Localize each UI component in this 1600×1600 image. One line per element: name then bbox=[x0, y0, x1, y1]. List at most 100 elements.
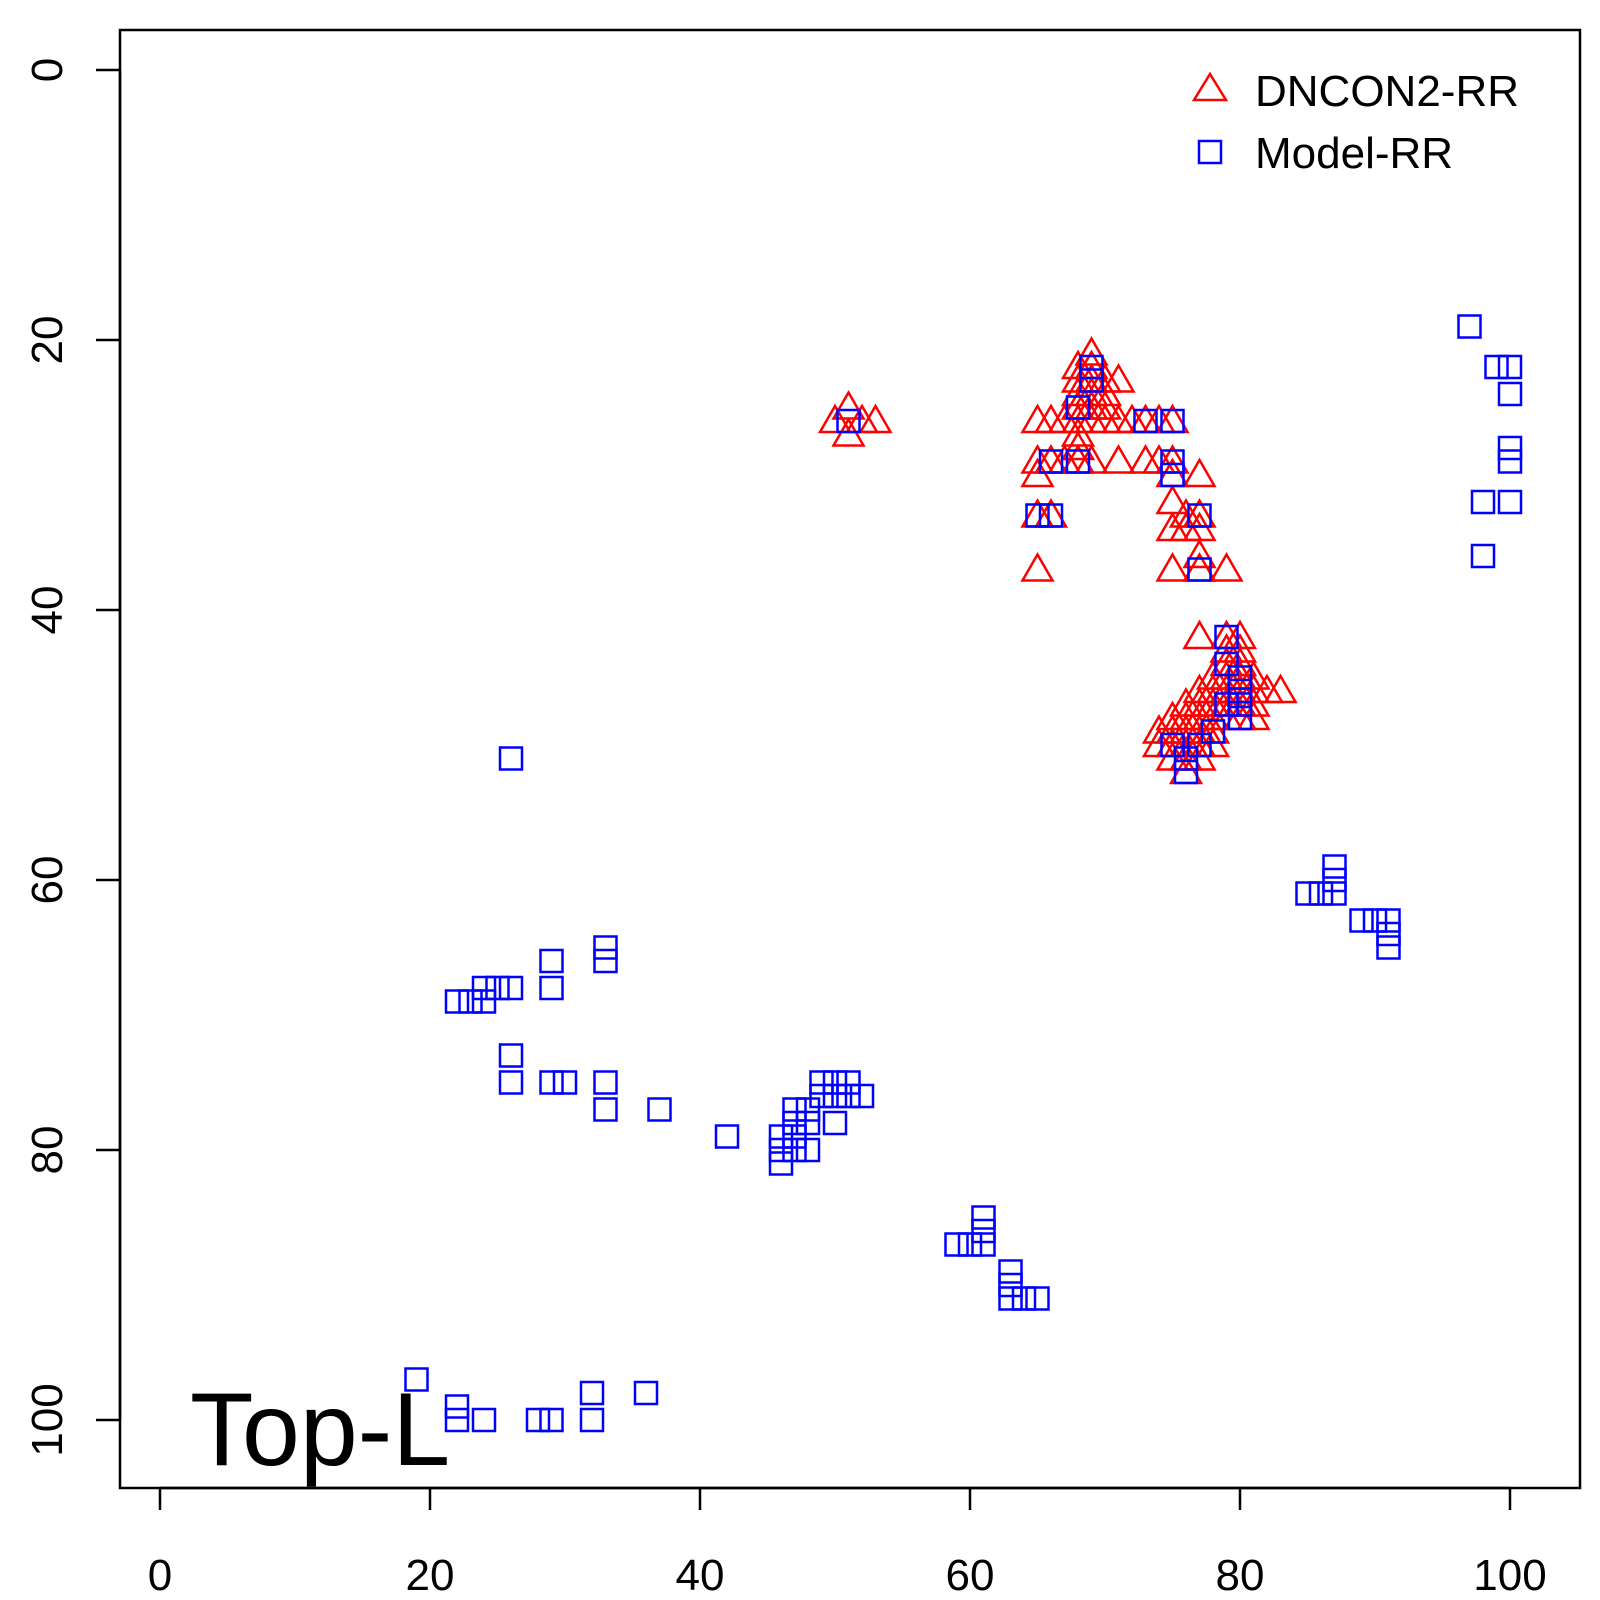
model-rr-point bbox=[471, 989, 497, 1014]
model-rr-point bbox=[1160, 732, 1185, 758]
dncon2-rr-point bbox=[1182, 619, 1217, 650]
model-rr-point bbox=[1173, 759, 1199, 785]
model-rr-point bbox=[1227, 692, 1253, 717]
model-rr-point bbox=[1173, 746, 1199, 771]
model-rr-point bbox=[1227, 705, 1253, 731]
model-rr-point bbox=[1497, 489, 1523, 515]
model-rr-point bbox=[539, 1407, 564, 1433]
model-rr-point bbox=[458, 989, 483, 1014]
model-rr-point bbox=[1025, 1286, 1050, 1311]
model-rr-point bbox=[998, 1272, 1023, 1298]
model-rr-point bbox=[444, 1394, 470, 1419]
model-rr-point bbox=[1322, 854, 1347, 879]
model-rr-point bbox=[782, 1097, 807, 1122]
model-rr-point bbox=[1376, 908, 1401, 933]
model-rr-point bbox=[1376, 935, 1401, 960]
model-rr-point bbox=[647, 1097, 672, 1122]
model-rr-point bbox=[971, 1218, 996, 1244]
model-rr-point bbox=[1079, 368, 1104, 393]
y-tick-label: 60 bbox=[23, 856, 72, 905]
model-rr-point bbox=[1187, 503, 1212, 528]
dncon2-rr-point bbox=[1020, 551, 1055, 582]
model-rr-point bbox=[1349, 908, 1374, 933]
model-rr-point bbox=[1187, 732, 1212, 758]
model-rr-point bbox=[836, 408, 861, 434]
model-rr-point bbox=[485, 975, 510, 1001]
model-rr-point bbox=[1160, 462, 1185, 488]
model-rr-point bbox=[795, 1137, 821, 1163]
dncon2-rr-point bbox=[1060, 430, 1096, 461]
dncon2-rr-point bbox=[1087, 389, 1123, 420]
model-rr-point bbox=[1497, 449, 1523, 474]
dncon2-rr-point bbox=[1155, 484, 1190, 515]
model-rr-point bbox=[1362, 908, 1388, 933]
model-rr-point bbox=[1322, 881, 1347, 906]
model-rr-point bbox=[836, 1070, 861, 1095]
model-rr-point bbox=[444, 1407, 470, 1433]
model-rr-point bbox=[809, 1083, 834, 1109]
model-rr-point bbox=[1133, 408, 1158, 434]
x-tick-label: 100 bbox=[1473, 1551, 1546, 1600]
model-rr-point bbox=[1065, 395, 1091, 420]
model-rr-point bbox=[1011, 1286, 1037, 1311]
model-rr-point bbox=[971, 1205, 996, 1230]
model-rr-point bbox=[593, 1070, 618, 1095]
dncon2-rr-point bbox=[1101, 443, 1136, 474]
legend-label-model-rr: Model-RR bbox=[1255, 129, 1453, 178]
model-rr-point bbox=[1160, 408, 1185, 434]
model-rr-series bbox=[404, 314, 1523, 1433]
dncon2-rr-point bbox=[1182, 538, 1217, 569]
x-tick-label: 40 bbox=[676, 1551, 725, 1600]
model-rr-point bbox=[1497, 381, 1523, 407]
model-rr-point bbox=[1227, 678, 1253, 704]
model-rr-point bbox=[498, 746, 524, 771]
legend-marker-model-rr bbox=[1197, 139, 1223, 165]
model-rr-point bbox=[498, 1070, 524, 1095]
dncon2-rr-point bbox=[1101, 362, 1136, 393]
model-rr-point bbox=[1497, 435, 1523, 461]
legend-marker-dncon2-rr bbox=[1191, 71, 1229, 102]
model-rr-point bbox=[1484, 354, 1509, 380]
model-rr-point bbox=[593, 1097, 618, 1122]
model-rr-point bbox=[471, 975, 497, 1001]
y-tick-label: 0 bbox=[23, 58, 72, 82]
model-rr-point bbox=[1160, 449, 1185, 474]
legend: DNCON2-RR Model-RR bbox=[1191, 67, 1519, 178]
model-rr-point bbox=[822, 1070, 848, 1095]
model-rr-point bbox=[782, 1110, 807, 1136]
x-tick-label: 20 bbox=[406, 1551, 455, 1600]
model-rr-point bbox=[957, 1232, 983, 1257]
model-rr-point bbox=[539, 948, 564, 974]
model-rr-point bbox=[714, 1124, 740, 1149]
model-rr-point bbox=[1376, 921, 1401, 947]
model-rr-point bbox=[1200, 719, 1226, 744]
model-rr-point bbox=[768, 1124, 794, 1149]
model-rr-point bbox=[1025, 503, 1050, 528]
model-rr-point bbox=[809, 1070, 834, 1095]
dncon2-rr-point bbox=[858, 403, 893, 434]
x-tick-label: 80 bbox=[1216, 1551, 1265, 1600]
model-rr-point bbox=[593, 948, 618, 974]
model-rr-point bbox=[1497, 354, 1523, 380]
model-rr-point bbox=[1308, 881, 1334, 906]
dncon2-rr-point bbox=[1060, 416, 1096, 447]
x-axis: 0 20 40 60 80 100 bbox=[148, 1486, 1547, 1600]
model-rr-point bbox=[795, 1097, 821, 1122]
model-rr-point bbox=[1470, 543, 1496, 569]
y-tick-label: 40 bbox=[23, 586, 72, 635]
model-rr-point bbox=[1214, 624, 1239, 650]
model-rr-point bbox=[1470, 489, 1496, 515]
dncon2-rr-point bbox=[1263, 673, 1298, 704]
model-rr-point bbox=[822, 1110, 848, 1136]
y-axis: 0 20 40 60 80 100 bbox=[23, 58, 122, 1457]
model-rr-point bbox=[404, 1367, 429, 1392]
model-rr-point bbox=[822, 1083, 848, 1109]
model-rr-point bbox=[1214, 692, 1239, 717]
model-rr-point bbox=[1065, 449, 1091, 474]
model-rr-point bbox=[498, 975, 524, 1001]
model-rr-point bbox=[1322, 867, 1347, 893]
model-rr-point bbox=[849, 1083, 875, 1109]
legend-label-dncon2-rr: DNCON2-RR bbox=[1255, 67, 1519, 116]
dncon2-rr-point bbox=[1209, 551, 1244, 582]
